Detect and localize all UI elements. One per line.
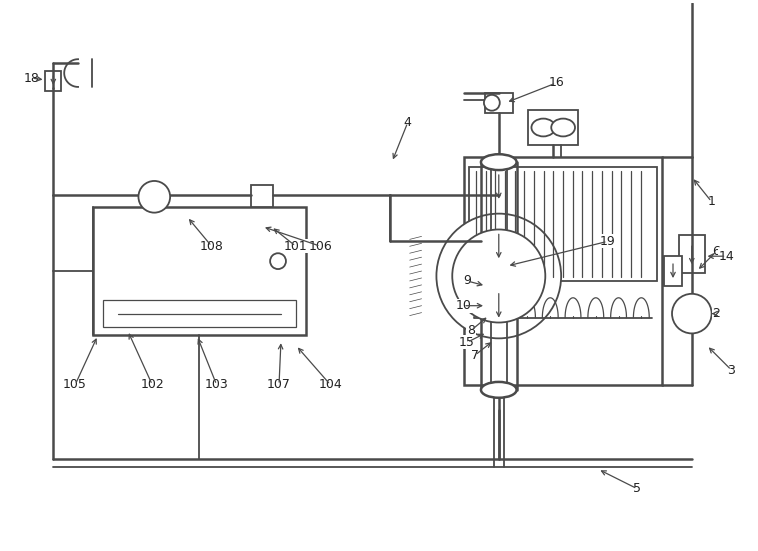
- Circle shape: [484, 95, 500, 111]
- Text: 3: 3: [728, 364, 735, 376]
- Text: 9: 9: [463, 274, 471, 288]
- Ellipse shape: [551, 118, 575, 137]
- Ellipse shape: [481, 154, 517, 170]
- Text: 108: 108: [200, 240, 224, 253]
- Text: 18: 18: [23, 72, 39, 84]
- Bar: [103, 300, 296, 327]
- Bar: [45, 71, 61, 91]
- Bar: [679, 235, 705, 273]
- Text: 2: 2: [713, 307, 721, 320]
- Text: 14: 14: [719, 250, 735, 263]
- Bar: [485, 93, 512, 112]
- Bar: [664, 256, 682, 286]
- Text: 105: 105: [63, 379, 87, 391]
- Circle shape: [139, 181, 170, 213]
- Text: 10: 10: [456, 299, 471, 312]
- Text: 6: 6: [713, 245, 721, 258]
- Text: 104: 104: [318, 379, 343, 391]
- Text: 19: 19: [600, 235, 615, 248]
- Text: 4: 4: [404, 116, 412, 129]
- Text: 7: 7: [471, 349, 479, 361]
- Circle shape: [453, 229, 545, 322]
- Text: 15: 15: [459, 336, 475, 349]
- Text: 103: 103: [205, 379, 228, 391]
- Bar: [528, 110, 578, 145]
- Bar: [469, 167, 657, 281]
- Text: 5: 5: [634, 482, 641, 495]
- Bar: [252, 185, 273, 207]
- Text: 16: 16: [548, 77, 564, 89]
- Ellipse shape: [481, 382, 517, 398]
- Bar: [464, 157, 662, 385]
- Circle shape: [270, 253, 286, 269]
- Text: 1: 1: [708, 195, 716, 208]
- Text: 101: 101: [284, 240, 308, 253]
- Circle shape: [672, 294, 712, 333]
- Text: 8: 8: [467, 324, 475, 337]
- Text: 102: 102: [140, 379, 164, 391]
- Ellipse shape: [531, 118, 555, 137]
- Circle shape: [437, 214, 561, 338]
- Text: 106: 106: [309, 240, 333, 253]
- Bar: [93, 207, 305, 336]
- Text: 107: 107: [267, 379, 291, 391]
